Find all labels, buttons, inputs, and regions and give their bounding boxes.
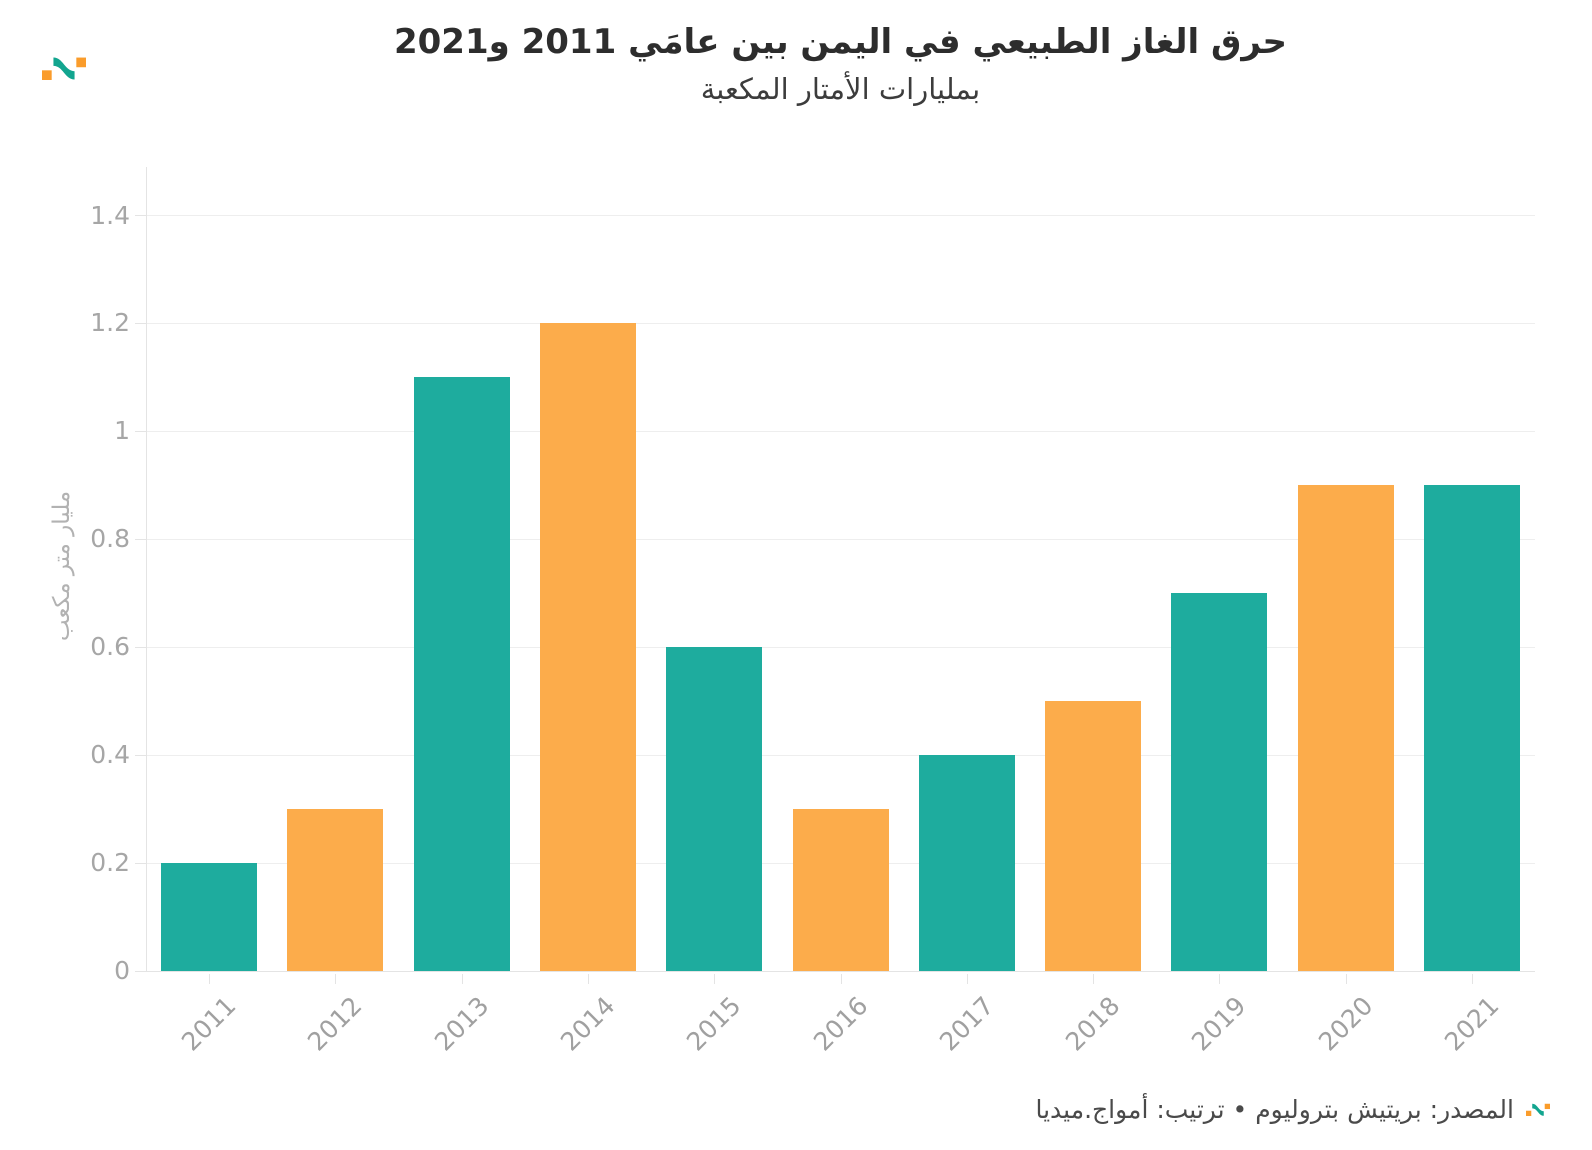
- source-line: المصدر: بريتيش بتروليوم • ترتيب: أمواج.م…: [1035, 1095, 1550, 1124]
- x-tick-label: 2021: [1438, 991, 1505, 1057]
- x-tick-mark: [1219, 974, 1221, 984]
- y-tick-mark: [135, 862, 146, 864]
- y-tick-label: 0.4: [90, 740, 130, 770]
- gridline: [146, 538, 1535, 540]
- bar-2013: [413, 377, 510, 971]
- y-tick-label: 1.2: [90, 308, 130, 338]
- bar-2011: [161, 863, 258, 971]
- amwaj-media-logo-icon: [42, 57, 86, 80]
- logo-wave: [53, 57, 75, 80]
- gridline: [146, 322, 1535, 324]
- y-tick-mark: [135, 754, 146, 756]
- bar-2015: [666, 647, 763, 971]
- x-tick-mark: [461, 974, 463, 984]
- chart-title: حرق الغاز الطبيعي في اليمن بين عامَي 201…: [393, 22, 1288, 62]
- gridline: [146, 970, 1535, 972]
- x-tick-label: 2020: [1312, 991, 1379, 1057]
- x-tick-label: 2018: [1060, 991, 1126, 1057]
- x-tick-mark: [335, 974, 337, 984]
- y-tick-label: 0: [114, 956, 130, 985]
- gridline: [146, 754, 1535, 756]
- chart-header: حرق الغاز الطبيعي في اليمن بين عامَي 201…: [146, 20, 1535, 106]
- y-tick-label: 1.4: [90, 200, 130, 230]
- x-tick-label: 2015: [681, 991, 747, 1057]
- bar-2019: [1171, 593, 1268, 971]
- bar-2018: [1045, 701, 1142, 971]
- gridline: [146, 646, 1535, 648]
- x-tick-label: 2014: [554, 991, 621, 1057]
- y-tick-mark: [135, 215, 146, 217]
- x-tick-mark: [1471, 974, 1473, 984]
- y-tick-mark: [135, 970, 146, 972]
- y-axis-title: مليار متر مكعب: [49, 490, 75, 642]
- x-tick-mark: [714, 974, 716, 984]
- logo-wave: [1532, 1103, 1544, 1116]
- logo-square-left: [1526, 1110, 1532, 1116]
- chart-subtitle: بمليارات الأمتار المكعبة: [700, 71, 981, 106]
- x-tick-mark: [1345, 974, 1347, 984]
- logo-square-right: [76, 57, 86, 68]
- gridline: [146, 430, 1535, 432]
- bar-2017: [918, 755, 1015, 971]
- bar-2012: [287, 809, 384, 971]
- bar-2014: [539, 323, 636, 971]
- x-tick-mark: [966, 974, 968, 984]
- y-tick-mark: [135, 538, 146, 540]
- y-tick-label: 0.2: [90, 848, 130, 878]
- source-text: المصدر: بريتيش بتروليوم • ترتيب: أمواج.م…: [1035, 1095, 1514, 1124]
- y-axis-line: [146, 167, 147, 972]
- y-tick-mark: [135, 322, 146, 324]
- amwaj-media-logo-small-icon: [1526, 1103, 1550, 1116]
- bar-2020: [1297, 485, 1394, 971]
- x-tick-label: 2019: [1186, 991, 1252, 1057]
- x-tick-mark: [587, 974, 589, 984]
- x-tick-label: 2011: [176, 991, 242, 1057]
- y-tick-label: 0.8: [90, 524, 130, 554]
- bar-2021: [1423, 485, 1520, 971]
- logo-square-right: [1544, 1103, 1550, 1109]
- x-tick-label: 2012: [302, 991, 368, 1057]
- y-tick-label: 0.6: [90, 632, 130, 662]
- x-tick-label: 2013: [428, 991, 495, 1057]
- x-tick-label: 2017: [933, 991, 1000, 1057]
- y-tick-mark: [135, 430, 146, 432]
- x-tick-mark: [1093, 974, 1095, 984]
- bar-2016: [792, 809, 889, 971]
- y-tick-label: 1: [114, 416, 130, 446]
- y-tick-mark: [135, 646, 146, 648]
- gridline: [146, 215, 1535, 217]
- logo-square-left: [42, 70, 52, 80]
- x-tick-mark: [209, 974, 211, 984]
- x-tick-mark: [840, 974, 842, 984]
- x-tick-label: 2016: [807, 991, 874, 1057]
